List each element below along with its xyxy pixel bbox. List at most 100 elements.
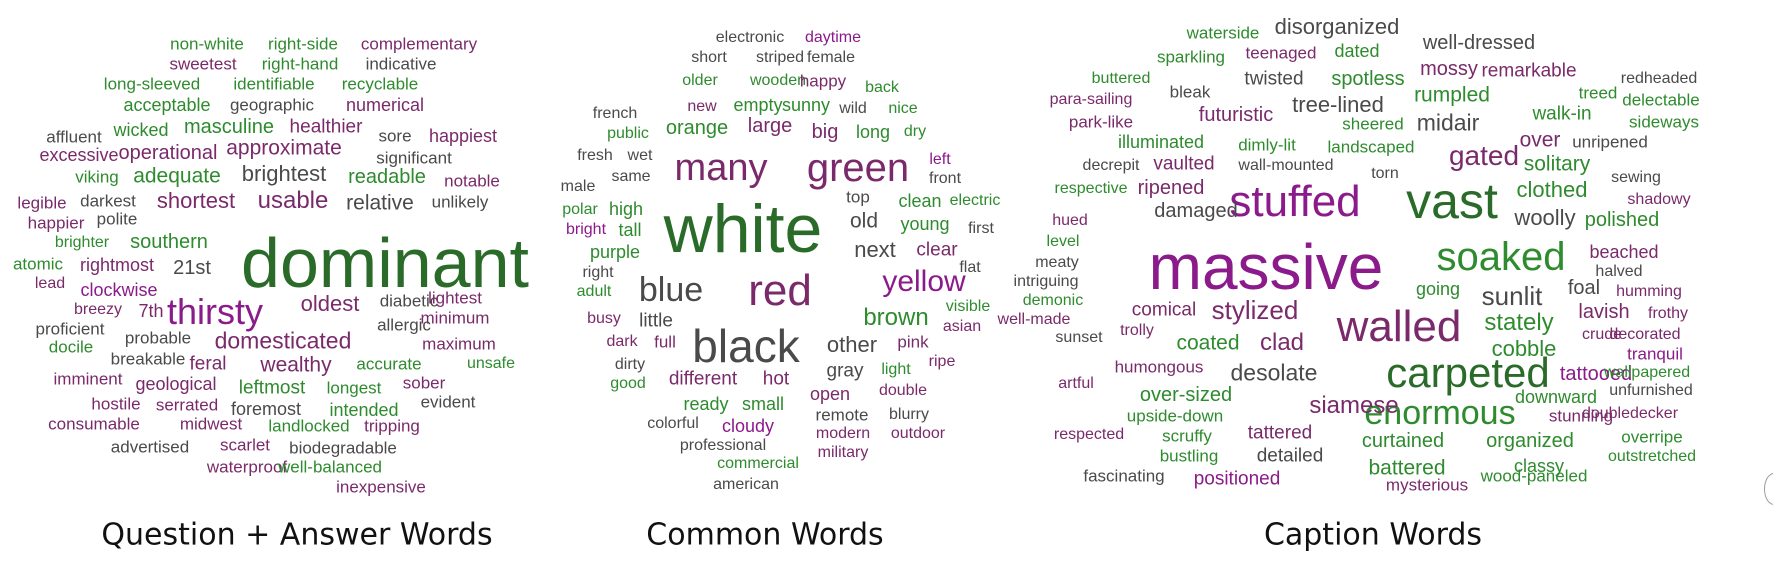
cloud-word: light — [881, 361, 911, 378]
cloud-word: polished — [1584, 209, 1660, 231]
cloud-word: 21st — [173, 257, 211, 279]
cloud-word: viking — [75, 167, 119, 187]
cloud-word: ripened — [1137, 177, 1205, 199]
cloud-word: breakable — [110, 349, 186, 369]
cloud-word: tree-lined — [1292, 92, 1384, 117]
cloud-word: right-hand — [261, 54, 339, 74]
cloud-word: lavish — [1578, 301, 1630, 323]
cloud-word: wealthy — [260, 353, 332, 377]
cloud-word: old — [849, 209, 879, 233]
cloud-word: female — [806, 49, 856, 66]
cloud-word: brighter — [54, 234, 110, 251]
cloud-word: well-balanced — [278, 457, 382, 477]
cloud-word: disorganized — [1274, 14, 1400, 39]
cloud-word: delectable — [1622, 90, 1700, 110]
cloud-word: demonic — [1022, 292, 1084, 309]
cloud-word: illuminated — [1117, 132, 1205, 152]
cloud-word: french — [592, 105, 638, 122]
cloud-word: dimly-lit — [1238, 135, 1296, 155]
cloud-word: happier — [27, 213, 85, 233]
cloud-word: stunning — [1548, 406, 1614, 426]
cloud-word: gray — [826, 360, 864, 382]
cloud-word: unfurnished — [1609, 382, 1693, 399]
cloud-word: serrated — [155, 395, 219, 415]
cloud-word: frothy — [1647, 305, 1689, 322]
cloud-word: over-sized — [1139, 384, 1233, 406]
cloud-word: first — [968, 220, 994, 237]
cloud-word: scarlet — [219, 435, 271, 455]
cloud-word: young — [900, 214, 950, 234]
cloud-word: minimum — [420, 308, 490, 328]
cloud-word: numerical — [345, 95, 425, 115]
cloud-word: decorated — [1609, 326, 1681, 343]
cloud-word: hostile — [91, 394, 141, 414]
cloud-word: dark — [606, 333, 638, 350]
cloud-word: tranquil — [1627, 344, 1683, 364]
cloud-word: desolate — [1230, 359, 1318, 386]
cloud-word: recyclable — [341, 74, 419, 94]
cloud-word: blurry — [888, 406, 930, 423]
cloud-word: dry — [903, 123, 927, 140]
cloud-word: right — [582, 264, 614, 281]
cloud-word: para-sailing — [1049, 91, 1133, 108]
cloud-word: tattered — [1247, 422, 1313, 444]
cloud-word: other — [826, 332, 878, 357]
cloud-word: unlikely — [431, 192, 489, 212]
caption-caption-words: Caption Words — [1263, 517, 1483, 553]
cloud-word: sheered — [1342, 114, 1404, 134]
cloud-word: allergic — [377, 315, 431, 335]
cloud-word: meaty — [1035, 254, 1079, 271]
cloud-word: sore — [378, 126, 412, 146]
cloud-word: new — [687, 98, 717, 115]
cloud-word: over — [1519, 128, 1561, 152]
cloud-word: open — [809, 384, 851, 404]
cloud-word: happy — [799, 71, 847, 91]
cloud-word: detailed — [1256, 445, 1324, 467]
cloud-word: many — [674, 147, 768, 189]
cloud-word: classy — [1513, 456, 1565, 476]
cloud-word: walk-in — [1532, 103, 1592, 125]
cloud-word: stately — [1484, 309, 1554, 336]
cloud-word: clothed — [1516, 177, 1588, 202]
cloud-word: masculine — [183, 116, 275, 138]
cloud-word: complementary — [360, 34, 478, 54]
cloud-word: foal — [1567, 277, 1601, 299]
cloud-word: siamese — [1309, 392, 1399, 419]
cloud-word: adequate — [133, 164, 221, 188]
cloud-word: park-like — [1068, 112, 1134, 132]
cloud-word: darkest — [80, 191, 136, 211]
cloud-word: clear — [916, 239, 958, 261]
cloud-word: male — [560, 178, 596, 195]
cloud-word: geological — [135, 374, 217, 394]
cloud-word: tripping — [364, 416, 420, 436]
cloud-word: clockwise — [80, 280, 158, 300]
cloud-word: polite — [96, 209, 138, 229]
caption-word-cloud: massive vast stuffed walled carpeted soaked en… — [998, 0, 1773, 500]
cloud-word: sunlit — [1481, 281, 1543, 311]
cloud-word: adult — [576, 283, 612, 300]
cloud-word: decrepit — [1082, 157, 1140, 174]
cloud-word: asian — [942, 318, 982, 335]
cloud-word: battered — [1368, 456, 1446, 480]
cloud-word: purple — [589, 242, 641, 262]
cloud-word: shadowy — [1627, 191, 1691, 208]
cloud-word: colorful — [647, 415, 699, 432]
cloud-word: shortest — [156, 188, 236, 213]
cloud-word: well-dressed — [1422, 32, 1536, 54]
cloud-word: identifiable — [233, 74, 315, 94]
cloud-word: diabetic — [379, 291, 439, 311]
cloud-word: curtained — [1361, 430, 1445, 452]
cloud-word: breezy — [73, 301, 123, 318]
cloud-word: public — [607, 125, 649, 142]
cloud-word: older — [682, 72, 718, 89]
cloud-word: wallpapered — [1603, 364, 1691, 381]
cloud-word: waterproof — [206, 457, 288, 477]
cloud-word: going — [1415, 279, 1461, 299]
cloud-word: unsafe — [466, 355, 516, 372]
cloud-word: american — [713, 476, 779, 493]
cloud-word: blue — [638, 271, 704, 309]
cloud-word: top — [846, 187, 870, 207]
cloud-word: coated — [1176, 331, 1240, 355]
cloud-word: mossy — [1420, 58, 1478, 80]
cloud-word: high — [608, 199, 644, 219]
